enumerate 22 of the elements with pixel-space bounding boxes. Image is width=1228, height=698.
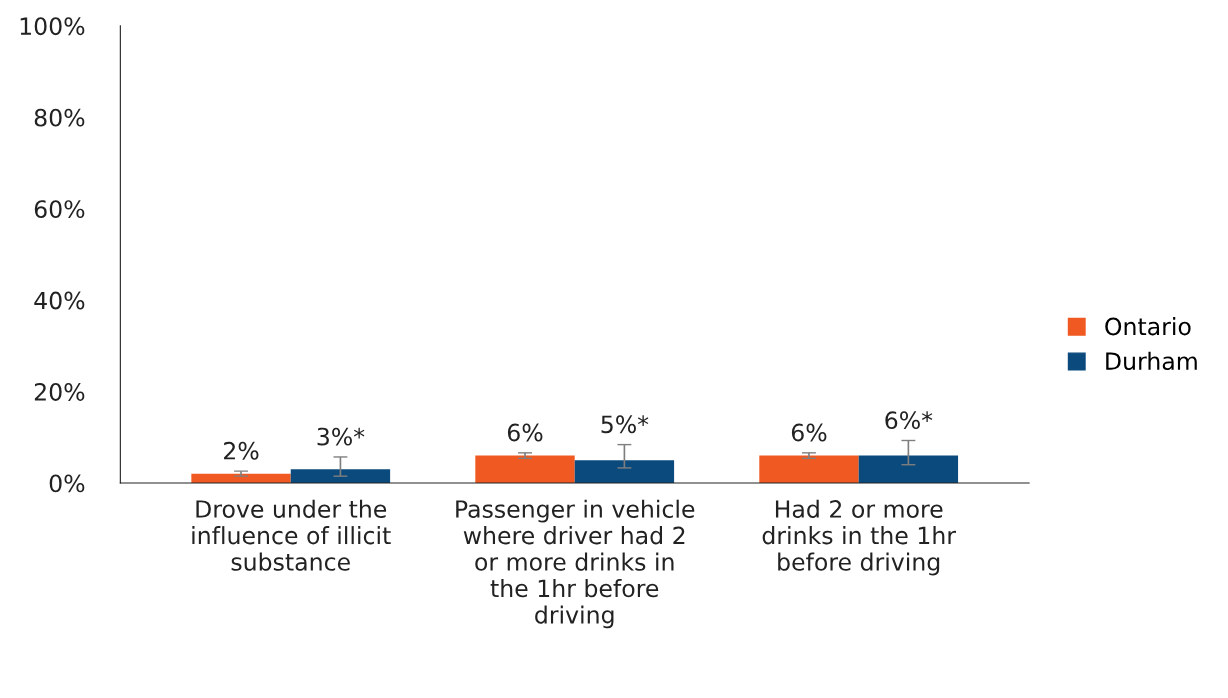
bar	[475, 455, 575, 484]
bar	[858, 455, 959, 484]
x-tick-label: Passenger in vehicle where driver had 2 or more drinks in the 1hr before driving	[456, 499, 695, 629]
legend-label: Durham	[1106, 351, 1197, 371]
data-label: 2%	[224, 441, 259, 460]
x-tick-label: Had 2 or more drinks in the 1hr before driving	[762, 499, 957, 576]
bar	[759, 455, 859, 484]
y-tick-label: 20%	[34, 383, 85, 401]
legend-label: Ontario	[1105, 317, 1191, 336]
data-label: 3%*	[317, 427, 365, 446]
y-tick-label: 60%	[34, 200, 85, 219]
bar	[574, 460, 675, 484]
y-tick-label: 80%	[34, 108, 85, 127]
data-label: 6%	[791, 423, 827, 442]
bar	[290, 469, 391, 484]
data-label: 5%*	[601, 415, 649, 434]
y-tick-label: 0%	[49, 474, 85, 493]
data-label: 6%*	[885, 411, 933, 430]
y-tick-label: 100%	[20, 17, 85, 36]
x-tick-label: Drove under the influence of illicit substance	[192, 499, 391, 571]
data-label: 6%	[507, 423, 543, 442]
y-tick-label: 40%	[34, 291, 85, 310]
